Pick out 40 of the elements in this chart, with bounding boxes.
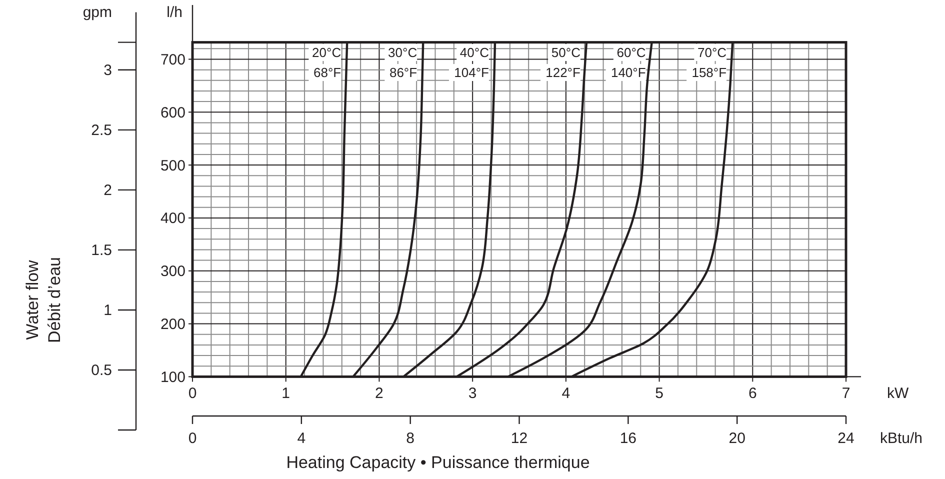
y-tick-label: 300 [160,263,186,280]
y-tick-label: 500 [160,157,186,174]
x-tick-label: 3 [468,385,477,402]
y2-tick-label: 1 [104,302,112,320]
series-label: 20°C 68°F [312,45,342,80]
y2-tick-label: 0.5 [91,362,112,380]
series-label: 30°C 86°F [388,45,418,80]
y-tick-label: 700 [160,51,186,68]
x-tick-label: 1 [282,385,290,402]
x-tick-label: 0 [188,385,197,402]
text: Heating Capacity • Puissance thermique [286,453,590,472]
x-tick-label: 7 [842,385,850,402]
x2-tick-label: 20 [728,430,746,447]
y2-tick-label: 2 [104,182,112,200]
series-label: 60°C 140°F [610,45,646,80]
x2-tick-label: 8 [406,430,415,447]
y-axis-title: l/h [166,4,182,21]
y2-axis-title: gpm [82,4,112,21]
series-label: 50°C 122°F [546,45,581,80]
x-tick-label: 4 [562,385,570,402]
x2-tick-label: 24 [838,430,854,447]
text: Water flow Débit d’eau [23,256,64,344]
x-tick-label: 6 [748,385,757,402]
y2-tick-label: 2.5 [91,122,112,140]
series-label: 40°C 104°F [454,45,490,80]
x-axis-title: kW [887,385,910,402]
y-tick-label: 200 [160,316,186,334]
x2-tick-label: 16 [620,430,637,447]
y-tick-label: 600 [160,104,186,122]
x2-axis-title: kBtu/h [880,430,923,447]
y2-tick-label: 3 [104,62,112,80]
x-tick-label: 2 [375,385,384,402]
y-tick-label: 100 [160,368,186,386]
series-label: 70°C 158°F [692,45,727,80]
y2-tick-label: 1.5 [91,242,112,260]
x2-tick-label: 0 [188,430,197,447]
x-tick-label: 5 [655,385,664,402]
x2-tick-label: 12 [510,430,528,447]
x2-tick-label: 4 [297,430,306,447]
y-tick-label: 400 [160,210,186,228]
